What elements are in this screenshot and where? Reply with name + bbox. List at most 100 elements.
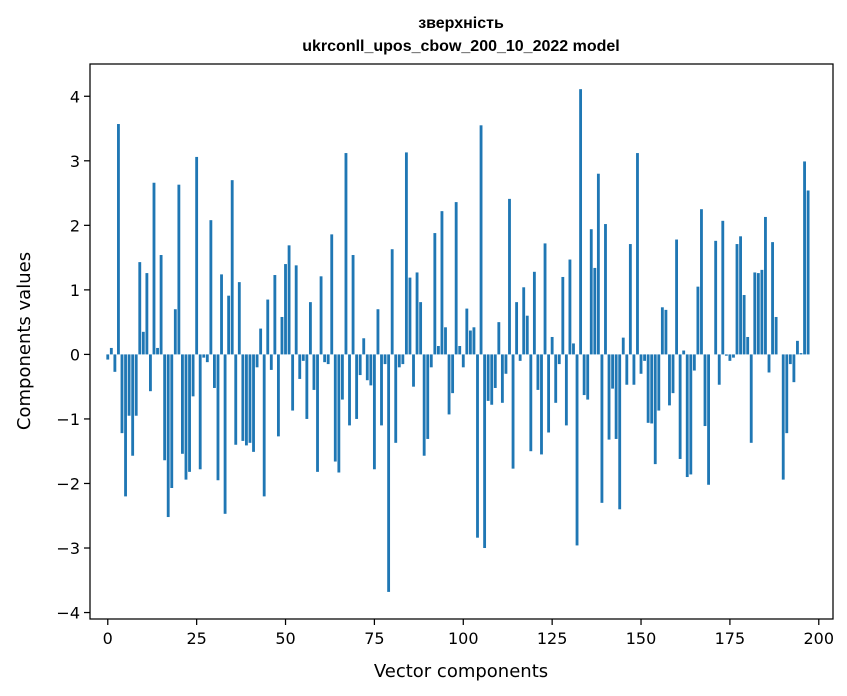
y-tick-label: 1: [70, 281, 80, 300]
bar: [298, 354, 302, 379]
bar: [216, 354, 220, 481]
bar: [707, 354, 710, 485]
bar: [255, 354, 259, 368]
bar: [344, 153, 348, 355]
bar: [408, 277, 412, 355]
plot-frame: [89, 63, 834, 620]
bar: [728, 354, 732, 361]
y-tick-label: 4: [70, 87, 80, 106]
x-axis-ticks: 0 25 50 75 100 125 150 175 200: [103, 619, 834, 648]
x-tick-label: 150: [626, 629, 657, 648]
bar: [419, 302, 423, 355]
bar: [522, 287, 526, 355]
bar: [166, 354, 170, 518]
bar: [369, 354, 373, 386]
bar: [220, 274, 223, 355]
bar: [426, 354, 430, 439]
bar: [202, 354, 206, 358]
bar: [682, 350, 686, 355]
bar: [291, 354, 295, 411]
bar: [504, 354, 508, 374]
bar: [113, 354, 117, 372]
bar: [796, 340, 799, 355]
bar: [636, 153, 639, 355]
bar: [273, 275, 277, 355]
bar: [724, 354, 728, 356]
bar: [149, 354, 152, 392]
y-tick-label: −1: [56, 410, 80, 429]
bar: [700, 209, 703, 355]
bar: [287, 245, 291, 355]
bar: [305, 354, 309, 419]
bar: [749, 354, 753, 443]
bar: [355, 354, 359, 419]
bar: [198, 354, 202, 470]
bar: [284, 264, 287, 355]
bar: [468, 330, 472, 355]
bar: [525, 315, 529, 355]
bar: [348, 354, 351, 426]
bar: [564, 354, 568, 426]
bar: [188, 354, 191, 472]
bar: [401, 354, 405, 365]
bar: [732, 354, 735, 358]
bar: [753, 272, 757, 355]
bar: [397, 354, 401, 368]
bar: [323, 354, 327, 363]
bar: [664, 309, 668, 355]
bar: [447, 354, 451, 415]
bar: [643, 354, 646, 361]
bar: [550, 336, 554, 355]
bar: [237, 282, 241, 355]
bar: [781, 354, 785, 480]
bar: [372, 354, 376, 470]
bar: [511, 354, 515, 469]
bar: [451, 354, 455, 394]
bar: [330, 234, 334, 355]
bar: [156, 347, 159, 355]
chart-title-line-1: зверхність: [418, 15, 504, 32]
bar: [579, 89, 583, 355]
bar: [259, 328, 263, 355]
bar: [181, 354, 184, 454]
bar: [138, 262, 142, 355]
bar: [127, 354, 131, 416]
bar: [312, 354, 316, 390]
bar: [692, 354, 696, 371]
bar: [145, 273, 149, 355]
bar: [561, 276, 565, 355]
bar: [124, 354, 127, 497]
bar: [223, 354, 227, 514]
bar: [557, 354, 561, 365]
bar: [572, 343, 575, 355]
bar: [497, 322, 501, 355]
bar: [554, 354, 558, 403]
bar: [333, 354, 337, 462]
bar: [607, 354, 611, 440]
y-tick-label: −3: [56, 539, 80, 558]
bar: [340, 354, 344, 400]
bar: [589, 229, 593, 355]
bar: [586, 354, 590, 400]
bar: [294, 265, 298, 355]
bar: [269, 354, 273, 370]
bar: [596, 173, 600, 355]
bar: [245, 354, 248, 446]
bar: [394, 354, 398, 443]
bar: [213, 354, 216, 388]
bar: [248, 354, 252, 443]
bar: [493, 354, 497, 388]
bar: [454, 202, 458, 355]
bar: [568, 259, 572, 355]
bar: [518, 354, 522, 361]
bar: [177, 184, 181, 355]
bar: [529, 354, 533, 452]
bar: [703, 354, 707, 427]
bar: [739, 236, 742, 355]
bar: [792, 354, 796, 383]
bar: [746, 336, 750, 355]
bar: [131, 354, 135, 456]
bar: [436, 346, 440, 355]
bar: [668, 354, 671, 406]
